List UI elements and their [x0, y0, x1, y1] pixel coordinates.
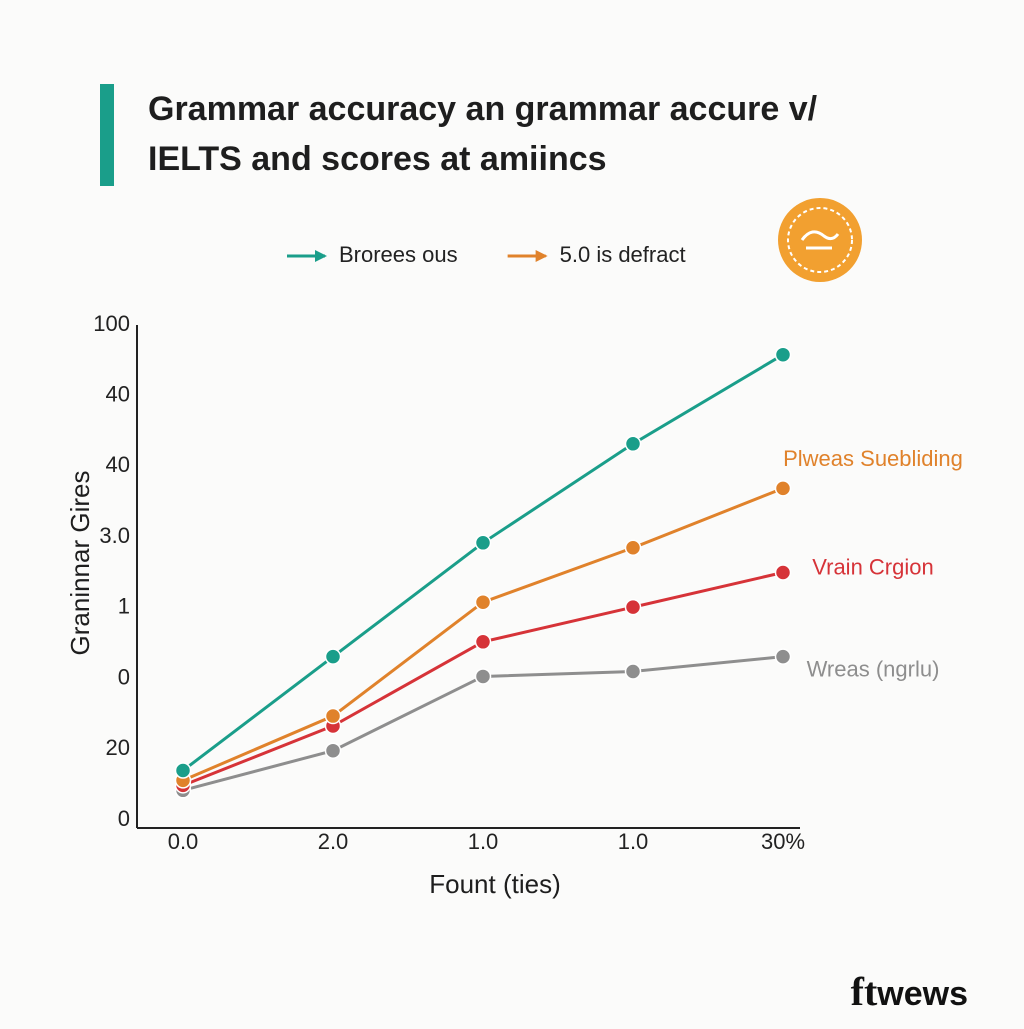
data-point	[474, 668, 492, 685]
logo-part: ft	[851, 969, 878, 1014]
series-label: Wreas (ngrlu)	[807, 656, 940, 681]
x-tick-label: 2.0	[318, 829, 349, 854]
badge	[778, 198, 862, 282]
x-tick-label: 0.0	[168, 829, 199, 854]
series-label: Vrain Crgion	[812, 554, 933, 579]
logo-part: wews	[876, 975, 968, 1013]
x-axis-label: Fount (ties)	[429, 869, 561, 899]
legend-arrow	[315, 250, 327, 262]
chart-title: IELTS and scores at amiincs	[148, 140, 607, 178]
data-point	[474, 534, 492, 552]
data-point	[624, 598, 642, 616]
data-point	[174, 762, 192, 779]
legend-label: 5.0 is defract	[560, 242, 686, 267]
data-point	[324, 648, 342, 665]
logo: ftwews	[851, 969, 968, 1014]
series-line	[182, 353, 784, 772]
data-point	[774, 480, 792, 497]
data-point	[774, 648, 792, 665]
y-tick-label: 20	[106, 735, 130, 760]
y-tick-label: 40	[106, 382, 130, 407]
x-tick-label: 1.0	[618, 829, 649, 854]
y-tick-label: 0	[118, 664, 130, 689]
data-point	[624, 539, 642, 556]
data-point	[624, 663, 642, 680]
y-tick-label: 100	[93, 311, 130, 336]
chart-title: Grammar accuracy an grammar accure v/	[148, 90, 818, 128]
y-axis-label: Graninnar Gires	[65, 471, 95, 656]
y-tick-label: 40	[106, 452, 130, 477]
data-point	[474, 633, 492, 651]
legend-label: Brorees ous	[339, 242, 458, 267]
data-point	[774, 564, 792, 581]
legend-arrow	[535, 250, 548, 262]
data-point	[324, 707, 342, 725]
x-tick-label: 30%	[761, 829, 805, 854]
data-point	[474, 593, 492, 611]
series-label: Plweas Suebliding	[783, 446, 963, 471]
y-tick-label: 3.0	[99, 523, 130, 548]
data-point	[774, 346, 792, 363]
x-tick-label: 1.0	[468, 829, 499, 854]
y-tick-label: 0	[118, 806, 130, 831]
title-accent	[100, 84, 114, 186]
data-point	[624, 435, 642, 453]
data-point	[324, 742, 342, 759]
y-tick-label: 1	[118, 594, 130, 619]
